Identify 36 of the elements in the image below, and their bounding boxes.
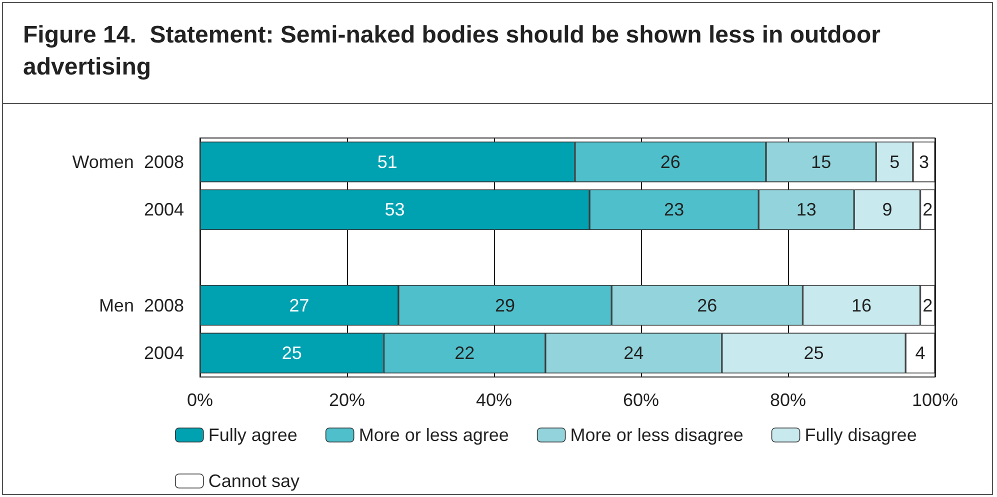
x-tick-label: 100% (912, 390, 958, 410)
data-label: 16 (851, 295, 872, 316)
data-label: 25 (282, 343, 302, 364)
data-label: 29 (495, 295, 516, 316)
x-tick-label: 20% (328, 390, 366, 410)
data-label: 2 (922, 200, 933, 220)
y-tick-label: 2004 (144, 200, 184, 220)
data-label: 25 (804, 343, 824, 364)
x-tick-label: 60% (622, 390, 660, 410)
data-label: 26 (660, 152, 680, 172)
y-tick-label: 2004 (144, 343, 184, 364)
y-tick-label: Women 2008 (72, 152, 184, 172)
data-label: 2 (922, 295, 933, 316)
data-label: 27 (289, 295, 310, 316)
legend-label: Fully agree (208, 425, 298, 445)
data-label: 26 (697, 295, 718, 316)
data-label: 53 (384, 200, 405, 220)
x-tick-label: 40% (476, 390, 512, 410)
x-tick-label: 80% (770, 390, 806, 410)
data-label: 4 (915, 343, 926, 364)
chart-title: Figure 14. Statement: Semi-naked bodies should be shown less in outdoor advertising (23, 22, 888, 80)
data-label: 23 (664, 200, 684, 220)
legend-label: More or less disagree (570, 425, 744, 445)
legend-label: Fully disagree (804, 425, 917, 445)
data-label: 3 (918, 152, 929, 172)
data-label: 13 (796, 200, 816, 220)
data-label: 5 (890, 152, 900, 172)
legend-label: Cannot say (208, 471, 300, 491)
data-label: 51 (377, 152, 398, 172)
data-label: 22 (454, 343, 475, 364)
y-tick-label: Men 2008 (98, 295, 184, 316)
legend-label: More or less agree (358, 425, 509, 445)
data-label: 24 (624, 343, 644, 364)
data-label: 15 (811, 152, 832, 172)
x-tick-label: 0% (186, 390, 214, 410)
data-label: 9 (882, 200, 892, 220)
